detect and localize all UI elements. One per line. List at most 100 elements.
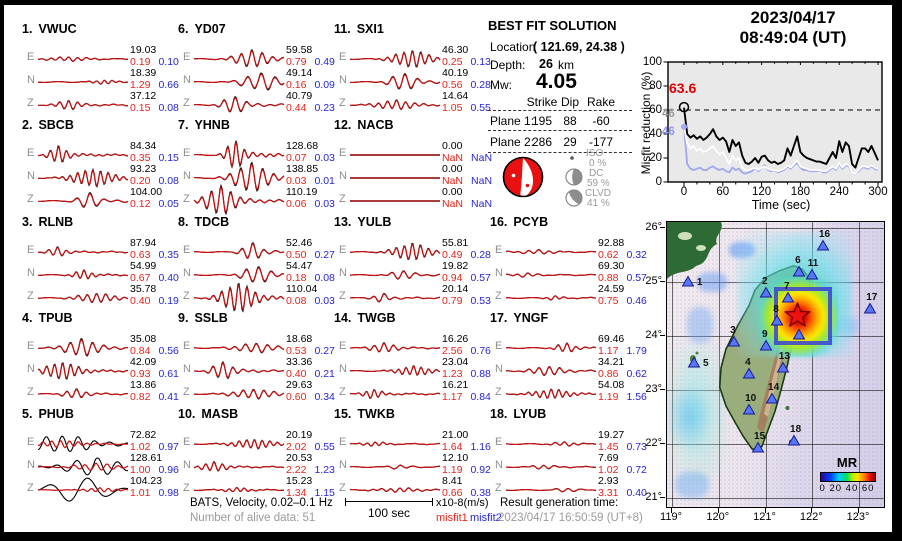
- station-map-label: 3: [730, 324, 736, 336]
- misfit1-value: 0.67: [130, 272, 151, 284]
- station-code: YHNB: [194, 118, 230, 132]
- misfit1-value: 1.23: [442, 368, 463, 380]
- station-title: 14. TWGB: [334, 311, 396, 325]
- misfit2-value: 0.62: [626, 368, 647, 380]
- station-map-label: 1: [696, 276, 703, 288]
- misfit1-value: 0.25: [442, 56, 463, 68]
- grid-meridian: [672, 222, 673, 507]
- trace-row-n: N 7.69 1.02 0.72: [488, 452, 647, 477]
- trace-waveform: [349, 72, 441, 90]
- misfit1-value: 0.94: [442, 272, 463, 284]
- map-lat-label: 22°: [645, 437, 662, 449]
- component-label: N: [339, 267, 347, 279]
- amplitude-value: 13.86: [130, 379, 157, 391]
- station-block-tdcb: 8. TDCB E 52.46 0.50 0.27 N 54.47 0.18 0.08 Z 110.0…: [176, 215, 335, 313]
- trace-waveform: [193, 342, 285, 354]
- trace-row-e: E 52.46 0.50 0.27: [176, 237, 335, 262]
- component-label: N: [27, 267, 35, 279]
- scalebar-left-tick: [345, 498, 347, 506]
- trace-waveform: [37, 145, 128, 163]
- misfit-values: 0.75 0.46: [598, 295, 647, 307]
- misfit1-legend: misfit1: [436, 512, 468, 524]
- misfit2-value: 0.55: [314, 441, 335, 453]
- station-title: 5. PHUB: [22, 407, 74, 421]
- amplitude-value: 93.23: [130, 163, 157, 175]
- station-number: 3.: [22, 215, 33, 229]
- trace-waveform: [350, 200, 440, 202]
- station-title: 17. YNGF: [490, 311, 548, 325]
- misfit1-value: 0.35: [130, 152, 151, 164]
- station-code: NACB: [357, 118, 394, 132]
- misfit2-value: 0.76: [470, 345, 491, 357]
- amplitude-value: 42.09: [130, 356, 157, 368]
- map-lon-tick: [671, 508, 673, 513]
- misfit2-value: 0.15: [158, 152, 179, 164]
- misfit1-value: 2.56: [442, 345, 463, 357]
- amplitude-value: 12.10: [442, 452, 469, 464]
- trace-waveform: [193, 241, 285, 259]
- misfit-values: 1.17 1.79: [598, 345, 647, 357]
- plane1-dip: 88: [563, 114, 577, 128]
- y-tick-label: 20: [649, 152, 662, 164]
- component-label: N: [27, 363, 35, 375]
- station-number: 11.: [334, 22, 351, 36]
- trace-row-n: N 54.47 0.18 0.08: [176, 260, 335, 285]
- table-rule-2: [488, 130, 632, 131]
- misfit1-value: 0.66: [442, 487, 463, 499]
- station-code: SSLB: [194, 311, 228, 325]
- misfit2-value: 0.38: [470, 487, 491, 499]
- misfit-values: 0.84 0.56: [130, 345, 179, 357]
- station-map-label: 8: [773, 303, 779, 315]
- component-label: E: [27, 147, 35, 159]
- component-label: Z: [27, 290, 34, 302]
- station-code: SXI1: [356, 22, 384, 36]
- station-code: YULB: [357, 215, 392, 229]
- station-map-label: 10: [745, 392, 757, 404]
- component-label: Z: [27, 386, 34, 398]
- misfit2-value: 0.55: [470, 102, 491, 114]
- plane2-label: Plane 2:: [490, 135, 535, 149]
- grid-meridian: [859, 222, 860, 507]
- misfit-values: 0.35 0.15: [130, 152, 179, 164]
- scalebar-right-tick: [431, 498, 433, 506]
- search-subregion-box: [774, 287, 832, 345]
- col-dip: Dip: [560, 95, 579, 109]
- grid-meridian: [812, 222, 814, 507]
- trace-row-e: E 35.08 0.84 0.56: [20, 333, 179, 358]
- station-title: 9. SSLB: [178, 311, 228, 325]
- component-label: E: [339, 340, 347, 352]
- misfit-y-axis-label: Misfit reduction (%): [639, 71, 653, 175]
- trace-row-n: N 19.82 0.94 0.57: [332, 260, 491, 285]
- amplitude-value: 16.21: [442, 379, 469, 391]
- misfit-values: NaN NaN: [442, 152, 492, 164]
- amplitude-value: 128.68: [286, 140, 319, 152]
- trace-row-e: E 0.00 NaN NaN: [332, 140, 492, 165]
- component-label: E: [183, 147, 191, 159]
- misfit2-value: 0.73: [626, 441, 647, 453]
- component-label: Z: [27, 193, 34, 205]
- component-label: E: [27, 244, 35, 256]
- misfit-values: 0.18 0.08: [286, 272, 335, 284]
- misfit-values: 0.08 0.03: [286, 295, 335, 307]
- trace-waveform: [194, 282, 285, 313]
- trace-row-e: E 59.58 0.79 0.49: [176, 44, 335, 69]
- station-code: YD07: [194, 22, 226, 36]
- component-label: N: [27, 459, 35, 471]
- station-map-label: 7: [783, 281, 790, 293]
- trace-row-n: N 34.21 0.86 0.62: [488, 356, 647, 381]
- trace-waveform: [193, 48, 285, 68]
- map-lat-label: 23°: [645, 383, 662, 395]
- trace-row-z: Z 14.64 1.05 0.55: [332, 90, 491, 115]
- station-block-rlnb: 3. RLNB E 87.94 0.63 0.35 N 54.99 0.67 0.40 Z 35.78…: [20, 215, 179, 311]
- misfit-current-value: 63.6: [669, 80, 697, 96]
- trace-row-e: E 92.88 0.62 0.32: [488, 237, 647, 262]
- component-label: N: [495, 363, 503, 375]
- trace-waveform: [37, 79, 129, 85]
- x-tick-label: 300: [868, 186, 888, 198]
- misfit2-value: 0.08: [158, 102, 179, 114]
- station-code: SBCB: [38, 118, 74, 132]
- misfit2-value: 0.03: [314, 198, 335, 210]
- component-label: Z: [495, 386, 502, 398]
- trace-waveform: [37, 477, 129, 502]
- trace-row-z: Z 20.14 0.79 0.53: [332, 283, 491, 308]
